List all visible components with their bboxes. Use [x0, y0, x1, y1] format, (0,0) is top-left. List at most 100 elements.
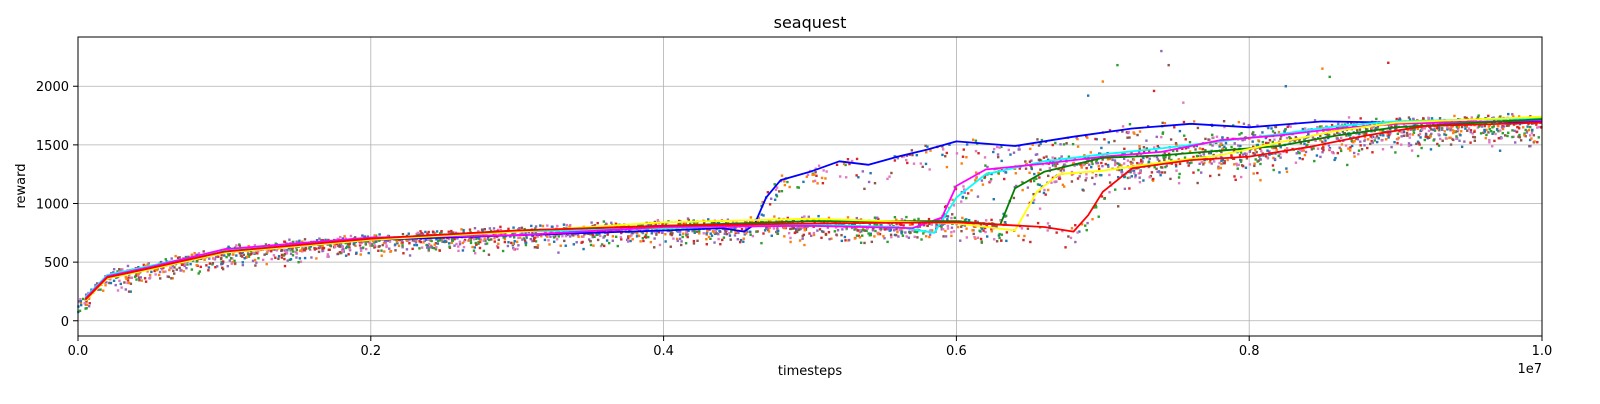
- scatter-point: [1160, 135, 1163, 139]
- scatter-point: [85, 300, 88, 303]
- grid-lines: [77, 37, 1543, 336]
- scatter-point: [1217, 167, 1220, 170]
- scatter-point: [365, 240, 368, 244]
- scatter-point: [1155, 155, 1159, 159]
- scatter-point: [1192, 155, 1195, 159]
- scatter-point: [252, 251, 256, 254]
- scatter-point: [1101, 164, 1104, 168]
- scatter-point: [94, 283, 97, 287]
- scatter-point: [1537, 125, 1541, 129]
- scatter-point: [974, 219, 977, 223]
- scatter-point: [1255, 151, 1258, 154]
- scatter-point: [1161, 166, 1164, 169]
- scatter-point: [337, 252, 340, 256]
- scatter-point: [728, 234, 732, 237]
- scatter-point: [227, 245, 230, 248]
- scatter-point: [840, 239, 844, 243]
- scatter-point: [324, 238, 327, 242]
- scatter-point: [1088, 163, 1091, 166]
- scatter-point: [1430, 117, 1434, 120]
- scatter-point: [1111, 158, 1114, 162]
- scatter-point: [1529, 125, 1532, 129]
- scatter-point: [1451, 125, 1454, 128]
- scatter-point: [775, 186, 779, 189]
- scatter-point: [202, 250, 205, 253]
- scatter-point: [419, 230, 422, 233]
- scatter-point: [960, 200, 963, 203]
- scatter-point: [580, 235, 584, 238]
- scatter-point: [1423, 127, 1426, 130]
- scatter-point: [1163, 122, 1167, 125]
- scatter-point: [229, 257, 233, 260]
- scatter-point: [1278, 142, 1281, 146]
- scatter-point: [547, 239, 550, 242]
- scatter-point: [794, 227, 798, 231]
- scatter-point: [961, 196, 964, 199]
- scatter-point: [88, 302, 91, 305]
- scatter-point: [1130, 151, 1133, 154]
- scatter-point: [1293, 139, 1296, 142]
- scatter-point: [743, 231, 747, 235]
- scatter-point: [477, 242, 480, 245]
- scatter-point: [979, 237, 983, 241]
- scatter-point: [825, 170, 828, 173]
- scatter-point: [1026, 214, 1029, 217]
- scatter-point: [1395, 123, 1398, 126]
- scatter-point: [418, 233, 421, 236]
- scatter-point: [669, 230, 673, 234]
- scatter-point: [1156, 144, 1160, 148]
- scatter-point: [1510, 118, 1514, 121]
- scatter-point: [1310, 148, 1314, 151]
- scatter-point: [1219, 166, 1222, 170]
- scatter-point: [803, 226, 806, 229]
- scatter-point: [653, 220, 657, 224]
- scatter-point: [1405, 131, 1409, 135]
- scatter-point: [1104, 162, 1107, 166]
- scatter-point: [108, 281, 111, 285]
- scatter-point: [1100, 195, 1104, 198]
- scatter-point: [1128, 136, 1131, 139]
- scatter-point: [322, 246, 326, 250]
- scatter-point: [1012, 196, 1016, 200]
- scatter-point: [1103, 138, 1106, 141]
- scatter-point: [814, 167, 817, 170]
- scatter-point: [1408, 118, 1412, 121]
- scatter-point: [283, 252, 287, 256]
- scatter-point: [913, 235, 916, 238]
- scatter-point: [1236, 164, 1239, 167]
- scatter-point: [600, 243, 604, 246]
- scatter-point: [114, 283, 117, 287]
- scatter-point: [751, 234, 755, 238]
- scatter-point: [786, 216, 789, 220]
- scatter-point: [486, 237, 489, 241]
- scatter-point: [1038, 158, 1041, 162]
- scatter-point: [744, 220, 747, 223]
- scatter-point: [342, 248, 345, 251]
- scatter-point: [1264, 141, 1268, 145]
- scatter-point: [1226, 136, 1229, 140]
- scatter-point: [77, 300, 80, 303]
- scatter-point: [469, 237, 472, 240]
- scatter-point: [1140, 158, 1143, 162]
- scatter-point: [1134, 176, 1137, 179]
- scatter-point: [1174, 142, 1178, 145]
- scatter-point: [1057, 177, 1061, 180]
- scatter-point: [1370, 136, 1374, 139]
- scatter-point: [187, 255, 190, 259]
- scatter-point: [318, 237, 321, 240]
- scatter-point: [1030, 167, 1034, 171]
- scatter-point: [493, 240, 496, 243]
- scatter-point: [639, 224, 642, 227]
- scatter-point: [1163, 158, 1166, 162]
- scatter-point: [1116, 176, 1120, 179]
- scatter-point: [478, 233, 481, 237]
- scatter-point: [1428, 136, 1431, 139]
- scatter-point: [1443, 130, 1446, 133]
- scatter-point: [1236, 167, 1239, 170]
- scatter-point: [385, 245, 388, 249]
- scatter-point: [327, 238, 330, 242]
- scatter-point: [510, 241, 513, 245]
- scatter-point: [221, 262, 224, 265]
- scatter-point: [238, 243, 241, 246]
- scatter-point: [217, 255, 220, 258]
